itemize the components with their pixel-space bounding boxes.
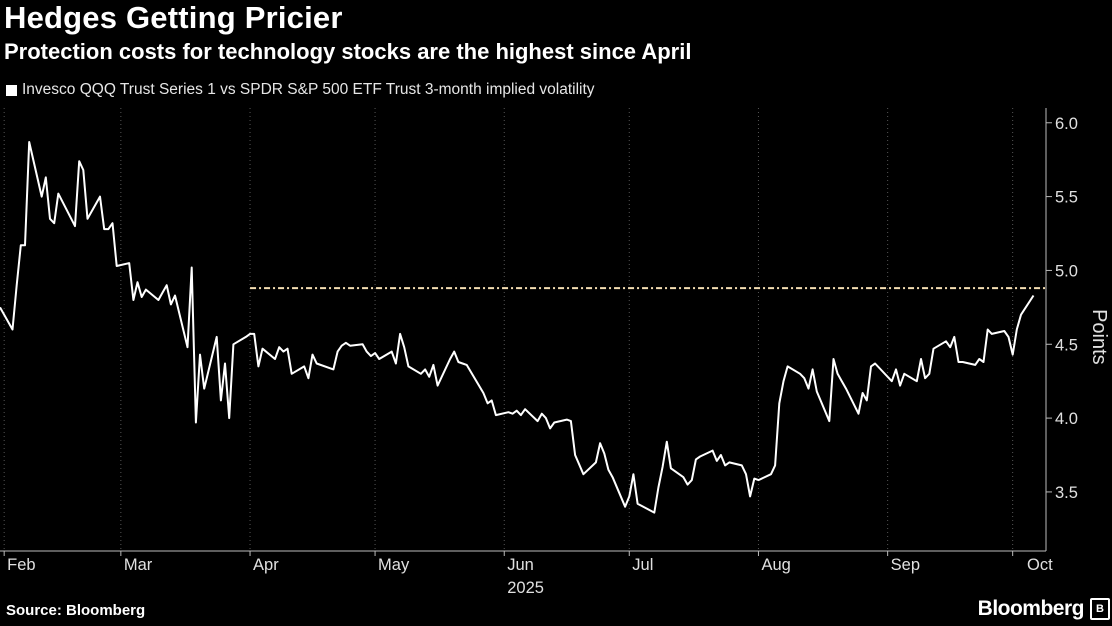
x-year-label: 2025 xyxy=(507,579,544,597)
y-tick-label: 6.0 xyxy=(1055,115,1078,133)
x-tick-label: May xyxy=(378,556,410,574)
x-tick-label: Aug xyxy=(761,556,790,574)
tick-labels: Feb Mar Apr May Jun Jul Aug Sep Oct 2025 3.5 4.0 4.5… xyxy=(7,115,1110,597)
series-layer xyxy=(0,141,1035,514)
legend-swatch xyxy=(6,84,17,96)
y-tick-label: 4.0 xyxy=(1055,410,1078,428)
brand-logo: Bloomberg xyxy=(977,597,1085,620)
y-tick-label: 4.5 xyxy=(1055,336,1078,354)
x-tick-label: Jun xyxy=(507,556,534,574)
y-axis-title: Points xyxy=(1088,309,1110,365)
legend: Invesco QQQ Trust Series 1 vs SPDR S&P 5… xyxy=(6,81,595,99)
grid xyxy=(3,108,1014,551)
chart-subtitle: Protection costs for technology stocks a… xyxy=(4,39,692,64)
y-tick-label: 3.5 xyxy=(1055,484,1078,502)
brand-icon: B xyxy=(1090,598,1110,620)
y-tick-label: 5.0 xyxy=(1055,262,1078,280)
source-note: Source: Bloomberg xyxy=(6,602,146,619)
x-tick-label: Oct xyxy=(1027,556,1053,574)
x-tick-label: Sep xyxy=(891,556,920,574)
legend-label: Invesco QQQ Trust Series 1 vs SPDR S&P 5… xyxy=(22,81,595,98)
x-tick-label: Apr xyxy=(253,556,279,574)
series-line xyxy=(0,141,1035,514)
axes xyxy=(0,108,1052,556)
y-tick-label: 5.5 xyxy=(1055,189,1078,207)
x-tick-label: Mar xyxy=(124,556,153,574)
chart-title: Hedges Getting Pricier xyxy=(4,0,343,35)
x-tick-label: Feb xyxy=(7,556,35,574)
x-tick-label: Jul xyxy=(632,556,653,574)
